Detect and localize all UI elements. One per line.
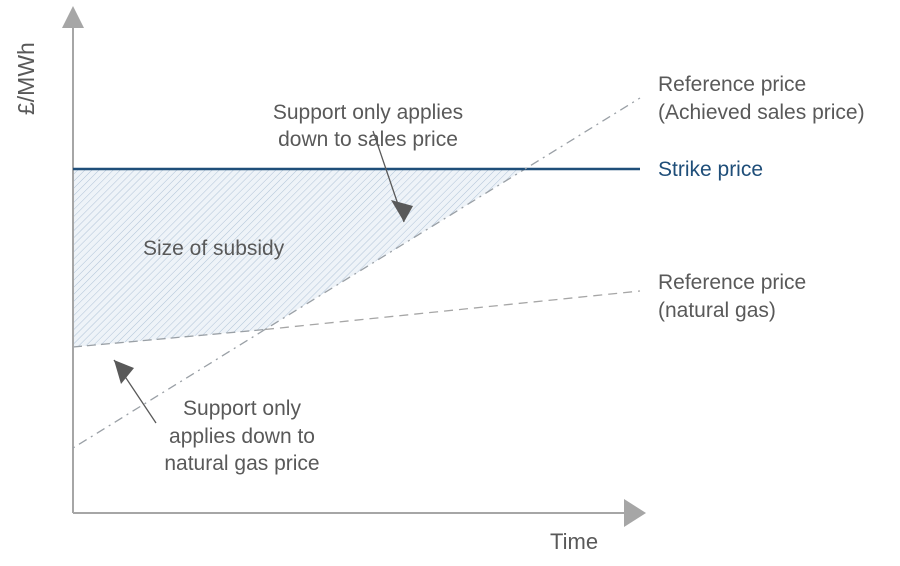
svg-text:(natural gas): (natural gas)	[658, 299, 776, 322]
svg-text:Strike price: Strike price	[658, 158, 763, 181]
svg-text:Support only: Support only	[183, 397, 301, 420]
svg-text:£/MWh: £/MWh	[13, 42, 39, 115]
svg-text:Size of subsidy: Size of subsidy	[143, 237, 285, 260]
svg-text:down to sales price: down to sales price	[278, 128, 458, 151]
svg-text:Support only applies: Support only applies	[273, 101, 463, 124]
svg-text:applies down to: applies down to	[169, 425, 315, 448]
svg-text:Reference price: Reference price	[658, 73, 806, 96]
svg-text:Time: Time	[550, 529, 598, 554]
svg-text:natural gas price: natural gas price	[164, 452, 319, 475]
svg-text:Reference price: Reference price	[658, 271, 806, 294]
svg-text:(Achieved sales price): (Achieved sales price)	[658, 101, 865, 124]
